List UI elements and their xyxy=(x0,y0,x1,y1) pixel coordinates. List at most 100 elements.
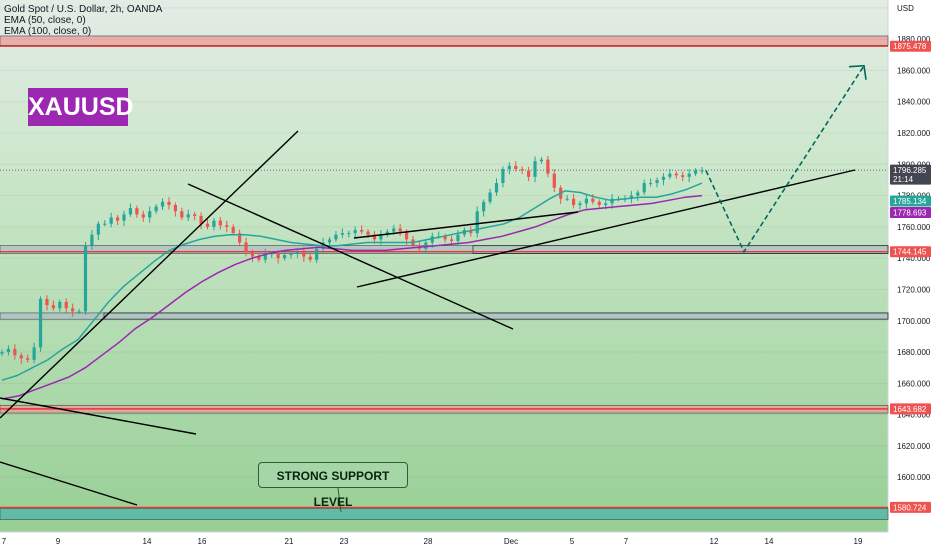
price-tag-label-2: 1785.134 xyxy=(893,197,927,206)
candle-body-60 xyxy=(385,231,389,235)
candle-body-107 xyxy=(687,173,691,177)
candle-body-34 xyxy=(218,220,222,226)
candle-body-21 xyxy=(135,208,139,215)
trend-line-1[interactable] xyxy=(187,183,514,330)
price-tag-0[interactable] xyxy=(890,40,931,52)
y-tick-label-11: 1820.000 xyxy=(897,129,931,138)
candle-body-94 xyxy=(604,203,608,205)
candle-body-18 xyxy=(115,217,120,221)
trend-line-2[interactable] xyxy=(0,397,197,435)
price-tag-label-0: 1875.478 xyxy=(893,42,927,51)
callout-pointer xyxy=(337,487,342,513)
x-tick-label-9: 7 xyxy=(624,537,629,546)
y-tick-label-8: 1760.000 xyxy=(897,223,931,232)
x-tick-label-0: 7 xyxy=(2,537,7,546)
candle-body-29 xyxy=(186,214,190,218)
candle-body-93 xyxy=(597,201,601,205)
trend-line-5[interactable] xyxy=(356,169,856,288)
candle-body-37 xyxy=(238,233,242,243)
ema100-line[interactable] xyxy=(1,194,703,400)
candle-body-13 xyxy=(83,245,88,312)
candle-body-35 xyxy=(225,225,229,227)
y-tick-label-1: 1620.000 xyxy=(897,442,931,451)
candle-body-105 xyxy=(674,173,678,176)
candle-body-108 xyxy=(693,170,698,174)
candle-body-36 xyxy=(231,226,235,234)
demand-box-upper[interactable] xyxy=(472,245,889,254)
candle-body-106 xyxy=(681,175,685,177)
candle-body-59 xyxy=(379,234,383,240)
candle-body-11 xyxy=(71,308,75,312)
candle-body-88 xyxy=(565,198,569,200)
candle-body-31 xyxy=(199,215,203,224)
ema50-line[interactable] xyxy=(1,182,703,381)
legend-ema100[interactable]: EMA (100, close, 0) xyxy=(4,26,92,37)
support-callout[interactable]: STRONG SUPPORT LEVEL xyxy=(258,462,408,509)
legend-ema50[interactable]: EMA (50, close, 0) xyxy=(4,15,86,26)
trend-line-3[interactable] xyxy=(0,461,138,506)
y-tick-label-7: 1740.000 xyxy=(897,254,931,263)
candle-body-24 xyxy=(154,206,158,212)
candle-body-61 xyxy=(392,228,396,232)
x-tick-label-8: 5 xyxy=(570,537,575,546)
price-tag-1[interactable] xyxy=(890,164,931,185)
candle-body-98 xyxy=(629,195,633,199)
zone-0 xyxy=(0,35,889,46)
candle-body-69 xyxy=(443,236,447,240)
projection-path[interactable] xyxy=(705,65,865,254)
candle-body-56 xyxy=(360,230,364,232)
x-tick-label-5: 23 xyxy=(340,537,349,546)
candle-body-30 xyxy=(193,214,197,216)
demand-box-lower[interactable] xyxy=(103,312,889,320)
candle-body-20 xyxy=(128,208,133,215)
y-tick-label-4: 1680.000 xyxy=(897,348,931,357)
candle-body-45 xyxy=(289,253,293,256)
price-tag-3[interactable] xyxy=(890,207,931,218)
x-tick-label-1: 9 xyxy=(56,537,61,546)
candle-body-4 xyxy=(26,358,30,360)
legend-symbol[interactable]: Gold Spot / U.S. Dollar, 2h, OANDA xyxy=(4,4,163,15)
candle-body-47 xyxy=(302,251,306,257)
candle-body-70 xyxy=(449,239,454,241)
candle-body-9 xyxy=(58,301,62,309)
candle-body-101 xyxy=(649,183,653,185)
candle-body-1 xyxy=(6,348,11,353)
x-tick-label-2: 14 xyxy=(143,537,152,546)
candle-body-25 xyxy=(160,201,165,207)
trend-line-4[interactable] xyxy=(353,211,579,239)
price-tag-5[interactable] xyxy=(890,403,931,415)
candle-body-71 xyxy=(456,234,460,241)
candle-body-104 xyxy=(668,173,672,177)
candle-body-109 xyxy=(700,170,704,172)
x-tick-label-4: 21 xyxy=(285,537,294,546)
candle-body-28 xyxy=(180,211,184,218)
price-tag-4[interactable] xyxy=(890,246,931,258)
candle-body-83 xyxy=(533,161,537,177)
y-tick-label-12: 1840.000 xyxy=(897,98,931,107)
candle-body-38 xyxy=(244,242,248,252)
candle-body-26 xyxy=(167,201,171,205)
candle-body-89 xyxy=(571,198,576,205)
candle-body-41 xyxy=(263,253,267,260)
candle-body-7 xyxy=(45,298,49,306)
candle-body-77 xyxy=(494,183,499,193)
y-tick-label-14: 1880.000 xyxy=(897,35,931,44)
x-tick-label-11: 14 xyxy=(765,537,774,546)
price-tag-6[interactable] xyxy=(890,501,931,513)
candle-body-74 xyxy=(475,211,479,234)
candle-body-86 xyxy=(552,173,556,188)
price-tag-label-5: 1643.682 xyxy=(893,405,927,414)
price-tag-label-4: 1744.145 xyxy=(893,248,927,257)
x-tick-label-12: 19 xyxy=(854,537,863,546)
zone-4 xyxy=(0,508,889,520)
candle-body-23 xyxy=(148,211,152,218)
price-tag-2[interactable] xyxy=(890,195,931,207)
candle-body-85 xyxy=(546,159,550,174)
trend-line-0[interactable] xyxy=(0,130,299,419)
candle-body-15 xyxy=(96,223,100,235)
candle-body-99 xyxy=(636,192,640,196)
price-axis-panel xyxy=(888,0,932,532)
candle-body-82 xyxy=(527,170,531,177)
